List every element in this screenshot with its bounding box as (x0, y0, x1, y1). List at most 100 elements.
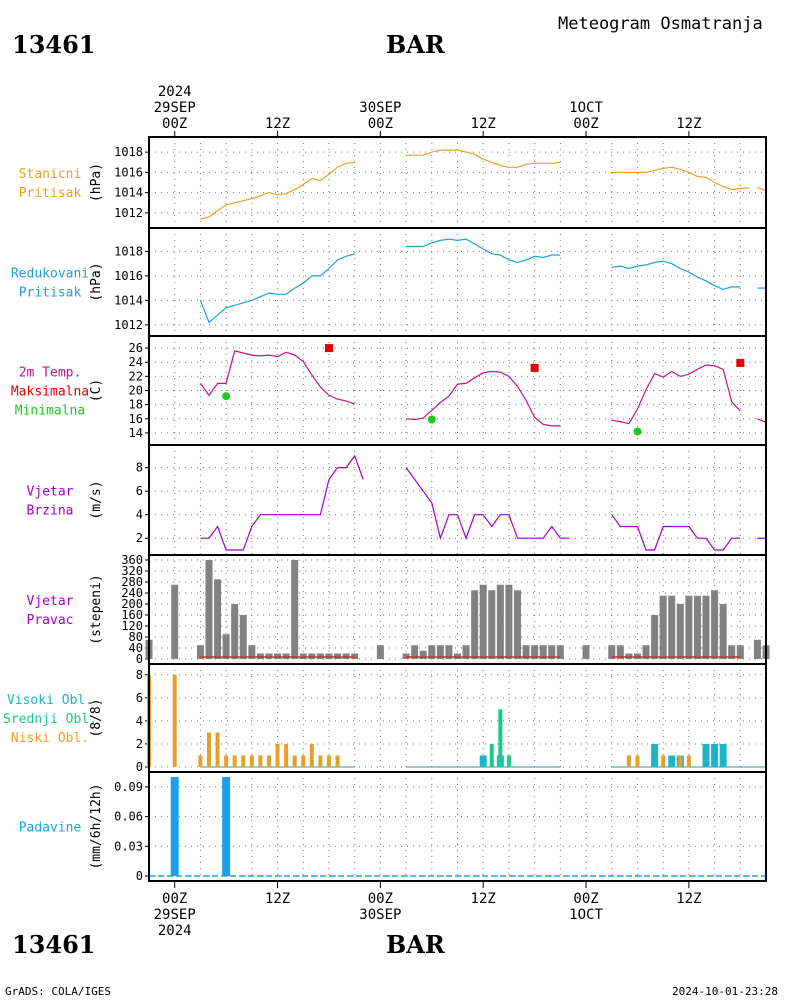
panel-label: Visoki Obl. (7, 693, 93, 708)
cloud-bar (479, 755, 487, 767)
x-tick-label-top: 00Z (573, 116, 598, 132)
cloud-bar (206, 732, 211, 767)
x-tick-label-bottom: 12Z (265, 891, 290, 907)
wind-direction-bar (419, 650, 427, 659)
cloud-bar (292, 755, 297, 767)
wind-direction-bar (462, 645, 470, 659)
panel-label: Redukovani (11, 267, 89, 282)
wind-direction-bar (436, 645, 444, 659)
wind-direction-bar (616, 645, 624, 659)
wind-direction-bar (642, 645, 650, 659)
x-tick-label-top: 2024 (158, 84, 192, 100)
station-id-bottom: 13461 (12, 930, 96, 959)
x-tick-label-top: 00Z (162, 116, 187, 132)
cloud-bar (711, 743, 719, 767)
wind-direction-bar (668, 595, 676, 659)
x-tick-label-bottom: 00Z (162, 891, 187, 907)
series-line (199, 350, 355, 405)
panel-label: Brzina (27, 504, 74, 519)
x-tick-label-bottom: 12Z (676, 891, 701, 907)
series-line (406, 149, 561, 168)
y-tick-label: 6 (136, 484, 143, 498)
y-tick-label: 0.06 (114, 810, 143, 824)
y-tick-label: 8 (136, 668, 143, 682)
x-tick-label-top: 30SEP (359, 100, 401, 116)
cloud-bar (326, 755, 331, 767)
tmin-marker (427, 415, 436, 424)
series-line (611, 260, 741, 291)
y-tick-label: 1016 (114, 269, 143, 283)
wind-direction-bar (231, 604, 239, 659)
y-tick-label: 200 (121, 597, 143, 611)
wind-direction-bar (488, 590, 496, 659)
panel-label: Niski Obl. (11, 731, 89, 746)
y-tick-label: 240 (121, 586, 143, 600)
wind-direction-bar (539, 645, 547, 659)
cloud-bar (241, 755, 246, 767)
wind-direction-bar (445, 645, 453, 659)
wind-direction-bar (376, 645, 384, 659)
cloud-bar (232, 755, 237, 767)
wind-direction-bar (702, 595, 710, 659)
cloud-bar (626, 755, 631, 767)
x-tick-label-bottom: 29SEP (154, 907, 196, 923)
series-line (200, 161, 355, 220)
station-name-bottom: BAR (386, 930, 445, 959)
x-tick-label-bottom: 12Z (471, 891, 496, 907)
cloud-bar (224, 755, 229, 767)
wind-direction-bar (719, 604, 727, 659)
y-tick-label: 16 (129, 412, 143, 426)
y-tick-label: 320 (121, 564, 143, 578)
series-line (757, 418, 767, 423)
series-line (199, 253, 355, 324)
precip-bar (222, 777, 231, 876)
panel-label: Srednji Obl. (3, 712, 97, 727)
wind-direction-bar (685, 595, 693, 659)
y-tick-label: 24 (129, 355, 143, 369)
cloud-bar (284, 743, 289, 767)
y-tick-label: 40 (129, 641, 143, 655)
y-tick-label: 4 (136, 714, 143, 728)
wind-direction-bar (676, 604, 684, 659)
cloud-bar (702, 743, 710, 767)
wind-direction-bar (753, 639, 761, 659)
cloud-bar (172, 674, 177, 767)
station-id-top: 13461 (12, 30, 96, 59)
series-line (200, 454, 364, 551)
wind-direction-bar (711, 590, 719, 659)
y-axis-label: (hPa) (89, 163, 104, 202)
panel-label: Padavine (19, 821, 82, 836)
panel-label: Vjetar (27, 594, 74, 609)
station-name-top: BAR (386, 30, 445, 59)
y-tick-label: 6 (136, 691, 143, 705)
y-tick-label: 0.03 (114, 839, 143, 853)
panel-label: Pritisak (19, 286, 82, 301)
panel-label: Pravac (27, 613, 74, 628)
wind-direction-bar (556, 645, 564, 659)
x-tick-label-top: 00Z (368, 116, 393, 132)
wind-direction-bar (608, 645, 616, 659)
x-tick-label-top: 29SEP (154, 100, 196, 116)
y-tick-label: 26 (129, 341, 143, 355)
y-axis-label: (hPa) (89, 262, 104, 301)
cloud-bar (249, 755, 254, 767)
cloud-bar (318, 755, 323, 767)
y-tick-label: 1014 (114, 186, 143, 200)
cloud-bar (498, 709, 503, 767)
y-axis-label: (8/8) (89, 698, 104, 737)
wind-direction-bar (659, 595, 667, 659)
y-tick-label: 2 (136, 531, 143, 545)
generation-timestamp: 2024-10-01-23:28 (672, 985, 778, 998)
series-line (611, 364, 741, 425)
x-tick-label-top: 12Z (676, 116, 701, 132)
wind-direction-bar (471, 590, 479, 659)
series-line (405, 467, 569, 541)
precip-bar (170, 777, 179, 876)
wind-direction-bar (548, 645, 556, 659)
y-tick-label: 1014 (114, 293, 143, 307)
cloud-bar (215, 732, 220, 767)
x-tick-label-bottom: 30SEP (359, 907, 401, 923)
cloud-bar (506, 755, 511, 767)
chart-title: Meteogram Osmatranja (558, 14, 763, 34)
